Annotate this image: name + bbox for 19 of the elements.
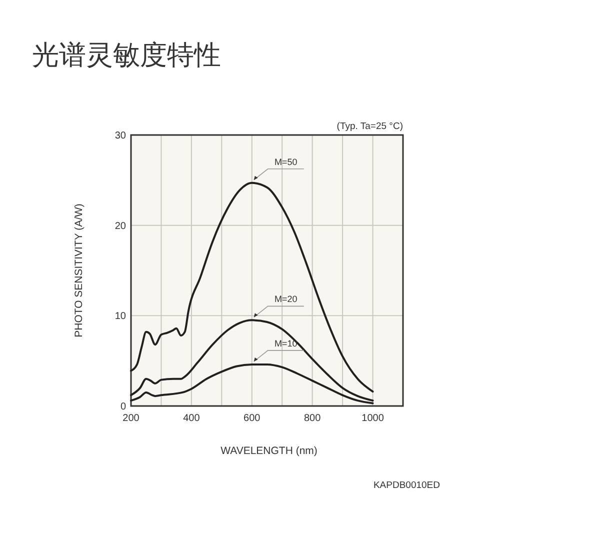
x-tick-label: 1000 — [362, 413, 384, 424]
line-series — [130, 319, 374, 402]
chart-title: 光谱灵敏度特性 — [32, 40, 221, 70]
text: KAPDB0010ED — [373, 480, 440, 491]
text: M=50 — [274, 156, 298, 167]
x-axis-title: WAVELENGTH (nm) — [220, 445, 318, 457]
y-tick-label: 0 — [120, 402, 126, 412]
x-tick-label: 600 — [244, 413, 261, 424]
y-tick-label: 20 — [114, 220, 126, 232]
x-tick-label: 400 — [183, 413, 200, 424]
y-tick-label: 30 — [114, 130, 126, 142]
text: M=20 — [274, 294, 298, 304]
x-tick-label: 800 — [304, 413, 322, 424]
series-label: M=10 — [274, 338, 298, 348]
x-tick-label: 200 — [122, 413, 140, 424]
text: (Typ. Ta=25 °C) — [336, 121, 403, 132]
line-series — [130, 182, 374, 393]
y-axis-title: PHOTO SENSITIVITY (A/W) — [73, 204, 85, 338]
y-tick-label: 10 — [114, 311, 126, 322]
